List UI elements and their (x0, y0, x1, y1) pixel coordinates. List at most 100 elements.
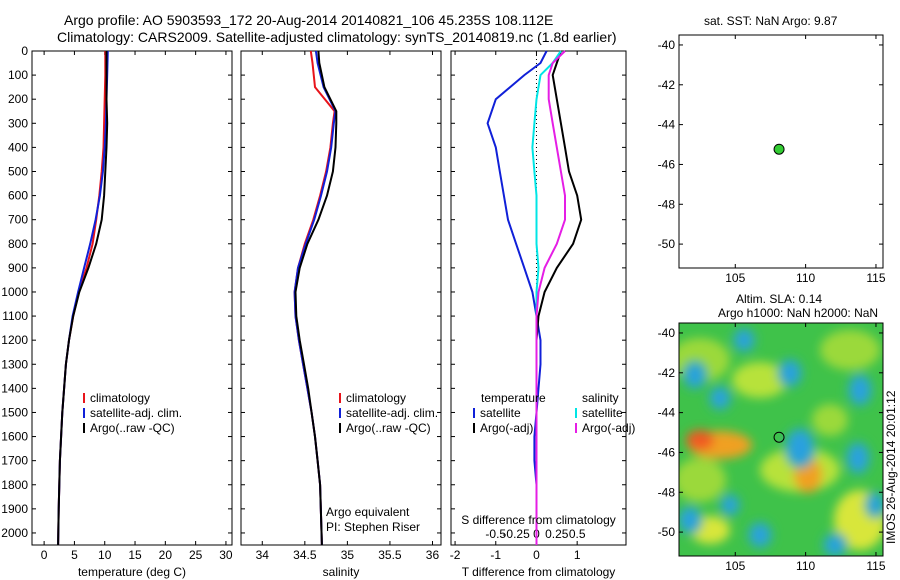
tdiff-legend-title: temperature (481, 391, 546, 405)
tdiff-argo-line (535, 50, 583, 545)
temperature-line-satellite (57, 50, 109, 546)
sla-cold-eddy (752, 526, 768, 544)
sla-lat-axis-label: -50 (658, 525, 676, 539)
sst-lat-axis-label: -48 (658, 197, 676, 211)
salinity-axis-label: 35.5 (378, 548, 402, 562)
temperature-axis-label: 10 (98, 548, 112, 562)
figure-title-line1: Argo profile: AO 5903593_172 20-Aug-2014… (64, 12, 554, 28)
salinity-axis-label: 34 (256, 548, 270, 562)
tdiff-legend-0-label: satellite (480, 406, 521, 420)
salinity-legend-2-label: Argo(..raw -QC) (346, 421, 431, 435)
sdiff-legend-1-label: Argo(-adj) (582, 421, 635, 435)
salinity-axis-label: 35 (341, 548, 355, 562)
sla-cold-eddy (687, 365, 703, 385)
sla-warm-blob (820, 330, 880, 370)
sla-map-panel (678, 322, 884, 557)
sdiff-axis-label: -0.25 (502, 527, 530, 541)
sla-cold-eddy (869, 496, 881, 514)
tdiff-axis-label: 1 (574, 548, 581, 562)
sst-lat-axis-label: -40 (658, 38, 676, 52)
sdiff-argo-line (535, 50, 566, 545)
sdiff-axis-label: 0.25 (545, 527, 569, 541)
depth-axis-label: 1600 (1, 430, 28, 444)
sla-cold-eddy (737, 332, 751, 348)
tdiff-xlabel: T difference from climatology (462, 565, 616, 579)
sla-cold-eddy (852, 378, 868, 402)
sla-blobs (679, 327, 883, 556)
temperature-legend-0-label: climatology (90, 391, 150, 405)
sdiff-legend-title: salinity (582, 391, 619, 405)
temperature-xlabel: temperature (deg C) (78, 565, 186, 579)
pi-name-note: PI: Stephen Riser (326, 520, 420, 534)
salinity-line-argo (294, 50, 338, 546)
depth-axis-label: 1000 (1, 285, 28, 299)
sst-lat-axis-label: -44 (658, 118, 676, 132)
sla-lat-axis-label: -48 (658, 485, 676, 499)
difference-panel (450, 50, 627, 546)
sla-lat-axis-label: -40 (658, 326, 676, 340)
depth-axis-label: 600 (8, 189, 28, 203)
sst-lat-axis-label: -46 (658, 157, 676, 171)
sla-warm-blob (732, 362, 788, 398)
depth-axis-label: 1200 (1, 333, 28, 347)
temperature-axis-label: 25 (189, 548, 203, 562)
salinity-panel (240, 50, 442, 546)
temperature-axis-label: 30 (219, 548, 233, 562)
sla-title-line1: Altim. SLA: 0.14 (736, 292, 823, 306)
depth-axis-label: 900 (8, 261, 28, 275)
sdiff-axis-label: 0.5 (569, 527, 586, 541)
depth-axis-label: 700 (8, 213, 28, 227)
salinity-line-climatology (293, 50, 336, 546)
depth-axis-label: 0 (21, 44, 28, 58)
tdiff-legend-1-label: Argo(-adj) (480, 421, 533, 435)
temperature-legend-1-label: satellite-adj. clim. (90, 406, 182, 420)
sla-cold-eddy (850, 446, 866, 470)
sdiff-legend-0-label: satellite (582, 406, 623, 420)
sdiff-xlabel: S difference from climatology (461, 513, 616, 527)
depth-axis-label: 300 (8, 116, 28, 130)
sla-heatmap (679, 323, 883, 556)
argo-location-marker (773, 143, 785, 155)
depth-axis-label: 1500 (1, 405, 28, 419)
temperature-legend-2-label: Argo(..raw -QC) (90, 421, 175, 435)
sla-lon-axis-label: 115 (866, 559, 885, 573)
depth-axis-label: 500 (8, 164, 28, 178)
sla-cold-eddy (782, 363, 798, 383)
temperature-panel (31, 50, 233, 546)
sla-lat-axis-label: -44 (658, 406, 676, 420)
sst-lat-axis-label: -42 (658, 78, 676, 92)
sla-cold-eddy (724, 498, 736, 512)
depth-axis-label: 2000 (1, 526, 28, 540)
figure-title-line2: Climatology: CARS2009. Satellite-adjuste… (57, 29, 617, 45)
sst-lon-axis-label: 115 (866, 271, 885, 285)
sla-cold-eddy (789, 432, 811, 464)
sst-map-panel (678, 34, 884, 269)
salinity-legend-0-label: climatology (346, 391, 406, 405)
argo-equivalent-note: Argo equivalent (326, 505, 410, 519)
temperature-axis-label: 20 (159, 548, 173, 562)
sla-lon-axis-label: 105 (725, 559, 745, 573)
depth-axis-label: 1400 (1, 381, 28, 395)
tdiff-axis-label: 0 (533, 548, 540, 562)
sst-lat-axis-label: -50 (658, 237, 676, 251)
argo-location-ring (773, 431, 785, 443)
sla-lon-axis-label: 110 (796, 559, 815, 573)
depth-axis-label: 1900 (1, 502, 28, 516)
temperature-axis-label: 0 (41, 548, 48, 562)
sdiff-axis-label: -0.5 (485, 527, 506, 541)
depth-axis-label: 1800 (1, 478, 28, 492)
depth-axis-label: 400 (8, 140, 28, 154)
temperature-axis-label: 5 (71, 548, 78, 562)
temperature-line-argo (57, 51, 109, 546)
sla-warm-blob (679, 458, 726, 502)
salinity-xlabel: salinity (323, 565, 360, 579)
temperature-line-climatology (57, 51, 107, 546)
sst-lon-axis-label: 110 (796, 271, 815, 285)
tdiff-axis-label: -2 (450, 548, 461, 562)
sst-lon-axis-label: 105 (725, 271, 745, 285)
sla-cold-eddy (713, 390, 727, 406)
tdiff-satellite-line (486, 50, 548, 545)
depth-axis-label: 100 (8, 68, 28, 82)
sst-panel-title: sat. SST: NaN Argo: 9.87 (704, 14, 838, 28)
